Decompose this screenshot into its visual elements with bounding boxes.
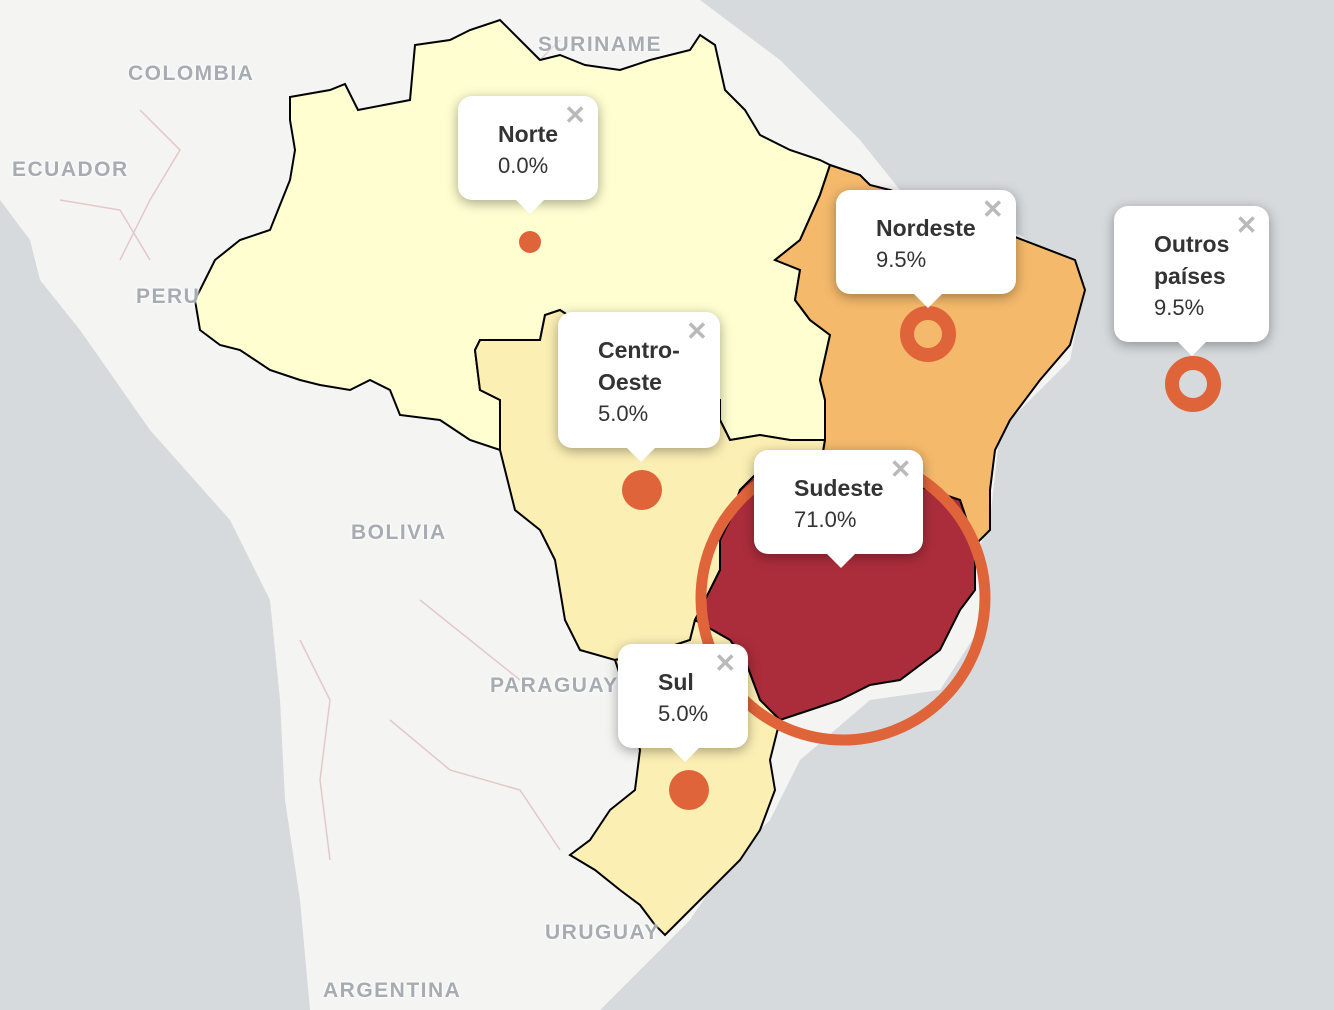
popup-value: 5.0% <box>598 401 649 426</box>
country-label-bolivia: BOLIVIA <box>351 521 447 544</box>
country-label-colombia: COLOMBIA <box>128 62 255 85</box>
country-label-peru: PERU <box>136 285 201 308</box>
country-label-ecuador: ECUADOR <box>12 158 129 181</box>
marker-outros-paises[interactable] <box>1165 356 1221 412</box>
marker-sul[interactable] <box>669 770 709 810</box>
close-icon[interactable]: ✕ <box>714 648 737 678</box>
popup-value: 0.0% <box>498 153 549 178</box>
popup-centro-oeste: ✕ Centro- Oeste 5.0% <box>558 312 720 462</box>
popup-title: Norte <box>498 121 559 147</box>
country-label-suriname: SURINAME <box>538 33 663 56</box>
popup-value: 5.0% <box>658 701 709 726</box>
country-label-argentina: ARGENTINA <box>323 979 462 1002</box>
marker-nordeste[interactable] <box>900 306 956 362</box>
popup-norte: ✕ Norte 0.0% <box>458 96 599 214</box>
popup-title: Centro- Oeste <box>598 337 680 395</box>
country-label-paraguay: PARAGUAY <box>490 674 619 697</box>
popup-value: 9.5% <box>876 247 927 272</box>
popup-value: 71.0% <box>794 507 857 532</box>
popup-sudeste: ✕ Sudeste 71.0% <box>754 450 924 568</box>
country-label-uruguay: URUGUAY <box>545 921 660 944</box>
popup-title: Nordeste <box>876 215 976 241</box>
close-icon[interactable]: ✕ <box>685 316 708 346</box>
popup-title: Outros países <box>1154 231 1230 289</box>
popup-sul: ✕ Sul 5.0% <box>618 644 749 762</box>
close-icon[interactable]: ✕ <box>1235 210 1258 240</box>
popup-outros-paises: ✕ Outros países 9.5% <box>1114 206 1270 356</box>
popup-title: Sudeste <box>794 475 884 501</box>
close-icon[interactable]: ✕ <box>564 100 587 130</box>
close-icon[interactable]: ✕ <box>981 194 1004 224</box>
popup-nordeste: ✕ Nordeste 9.5% <box>836 190 1016 308</box>
marker-centro-oeste[interactable] <box>622 470 662 510</box>
land-west-coast <box>0 200 310 1010</box>
marker-norte[interactable] <box>519 231 541 253</box>
popup-value: 9.5% <box>1154 295 1205 320</box>
popup-title: Sul <box>658 669 694 695</box>
close-icon[interactable]: ✕ <box>889 454 912 484</box>
